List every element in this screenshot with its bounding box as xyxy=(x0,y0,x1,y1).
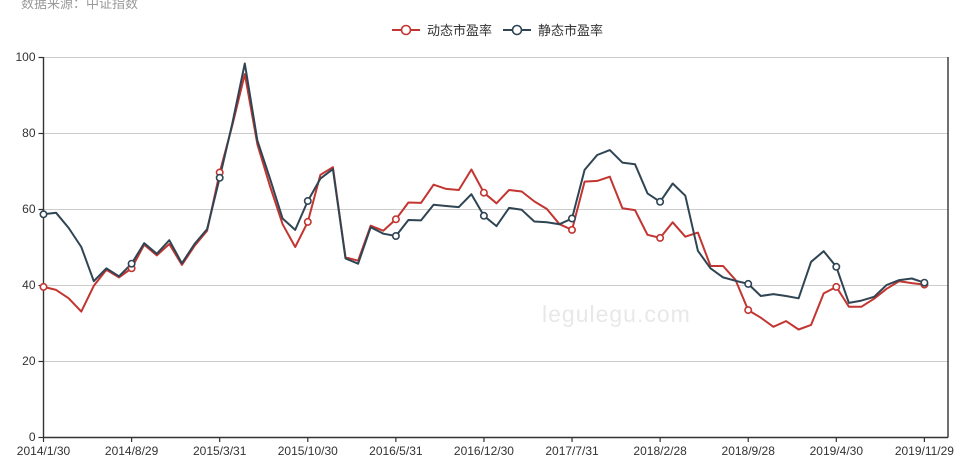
y-axis-tick-label: 20 xyxy=(22,354,36,368)
x-axis-tick-label: 2014/1/30 xyxy=(17,444,71,458)
y-axis-tick-label: 40 xyxy=(22,278,36,292)
x-axis-tick-label: 2015/3/31 xyxy=(193,444,247,458)
data-point-marker-dynamic-pe xyxy=(744,306,753,315)
legend-label-static-pe: 静态市盈率 xyxy=(538,23,604,38)
data-point-marker-static-pe xyxy=(832,262,841,271)
x-axis-tick-label: 2015/10/30 xyxy=(278,444,338,458)
data-point-marker-static-pe xyxy=(127,259,136,268)
y-axis-tick-label: 80 xyxy=(22,126,36,140)
y-axis-tick-label: 100 xyxy=(15,50,35,64)
x-axis-tick-label: 2016/5/31 xyxy=(369,444,423,458)
data-point-marker-static-pe xyxy=(215,173,224,182)
legend-label-dynamic-pe: 动态市盈率 xyxy=(426,23,492,38)
x-axis-tick-label: 2014/8/29 xyxy=(105,444,159,458)
data-point-marker-dynamic-pe xyxy=(303,217,312,226)
data-point-marker-dynamic-pe xyxy=(567,225,576,234)
legend-item-dynamic-pe[interactable]: 动态市盈率 xyxy=(391,20,492,39)
data-point-marker-dynamic-pe xyxy=(656,233,665,242)
chart-legend: 动态市盈率 静态市盈率 xyxy=(0,20,972,39)
data-point-marker-static-pe xyxy=(920,278,929,287)
x-axis-tick-label: 2018/2/28 xyxy=(633,444,687,458)
data-point-marker-dynamic-pe xyxy=(391,215,400,224)
legend-line-icon xyxy=(391,24,420,35)
data-point-marker-dynamic-pe xyxy=(39,282,48,291)
data-point-marker-static-pe xyxy=(656,197,665,206)
data-source-label: 数据来源：中证指数 xyxy=(21,0,139,11)
watermark: legulegu.com xyxy=(542,301,691,327)
data-point-marker-static-pe xyxy=(391,232,400,241)
data-point-marker-dynamic-pe xyxy=(479,188,488,197)
legend-item-static-pe[interactable]: 静态市盈率 xyxy=(502,20,603,39)
data-point-marker-static-pe xyxy=(567,214,576,223)
x-axis-tick-label: 2016/12/30 xyxy=(454,444,514,458)
data-point-marker-static-pe xyxy=(39,210,48,219)
y-axis-tick-label: 60 xyxy=(22,202,36,216)
data-point-marker-dynamic-pe xyxy=(832,282,841,291)
x-axis-tick-label: 2019/4/30 xyxy=(810,444,864,458)
series-line-dynamic-pe xyxy=(42,73,926,331)
x-axis-tick-label: 2017/7/31 xyxy=(545,444,599,458)
data-point-marker-static-pe xyxy=(303,197,312,206)
series-line-static-pe xyxy=(42,62,926,304)
y-axis-tick-label: 0 xyxy=(29,430,36,444)
x-axis-tick-label: 2019/11/29 xyxy=(895,444,954,458)
x-axis-tick-label: 2018/9/28 xyxy=(722,444,776,458)
data-point-marker-static-pe xyxy=(744,279,753,288)
legend-line-icon xyxy=(503,24,531,35)
data-point-marker-static-pe xyxy=(479,211,488,220)
